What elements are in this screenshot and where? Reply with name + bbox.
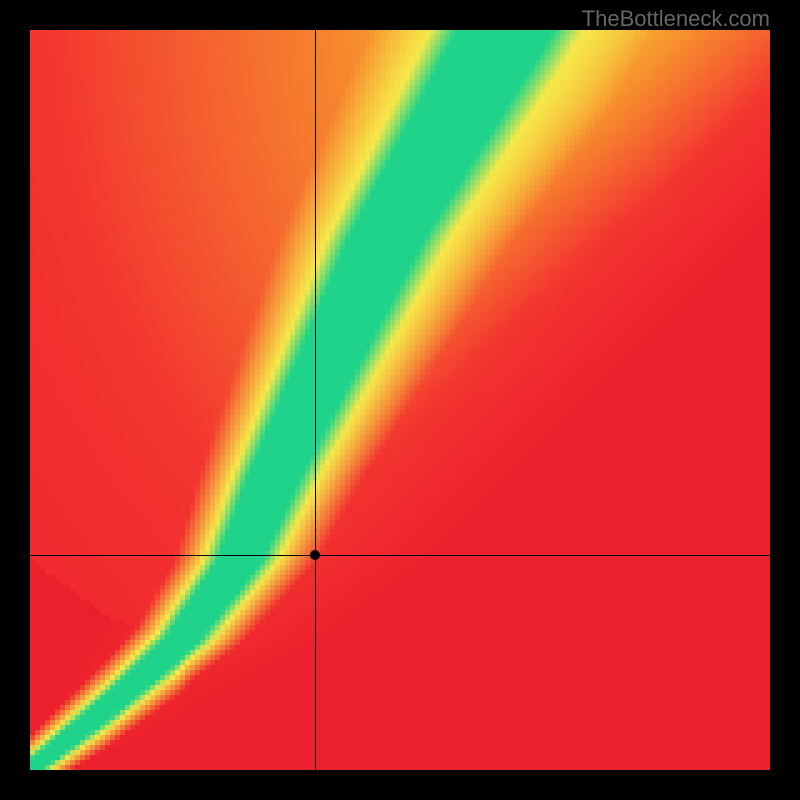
heatmap-canvas [30, 30, 770, 770]
crosshair-vertical [315, 30, 316, 770]
crosshair-marker [310, 550, 320, 560]
crosshair-horizontal [30, 555, 770, 556]
chart-container: TheBottleneck.com [0, 0, 800, 800]
watermark-text: TheBottleneck.com [582, 6, 770, 32]
